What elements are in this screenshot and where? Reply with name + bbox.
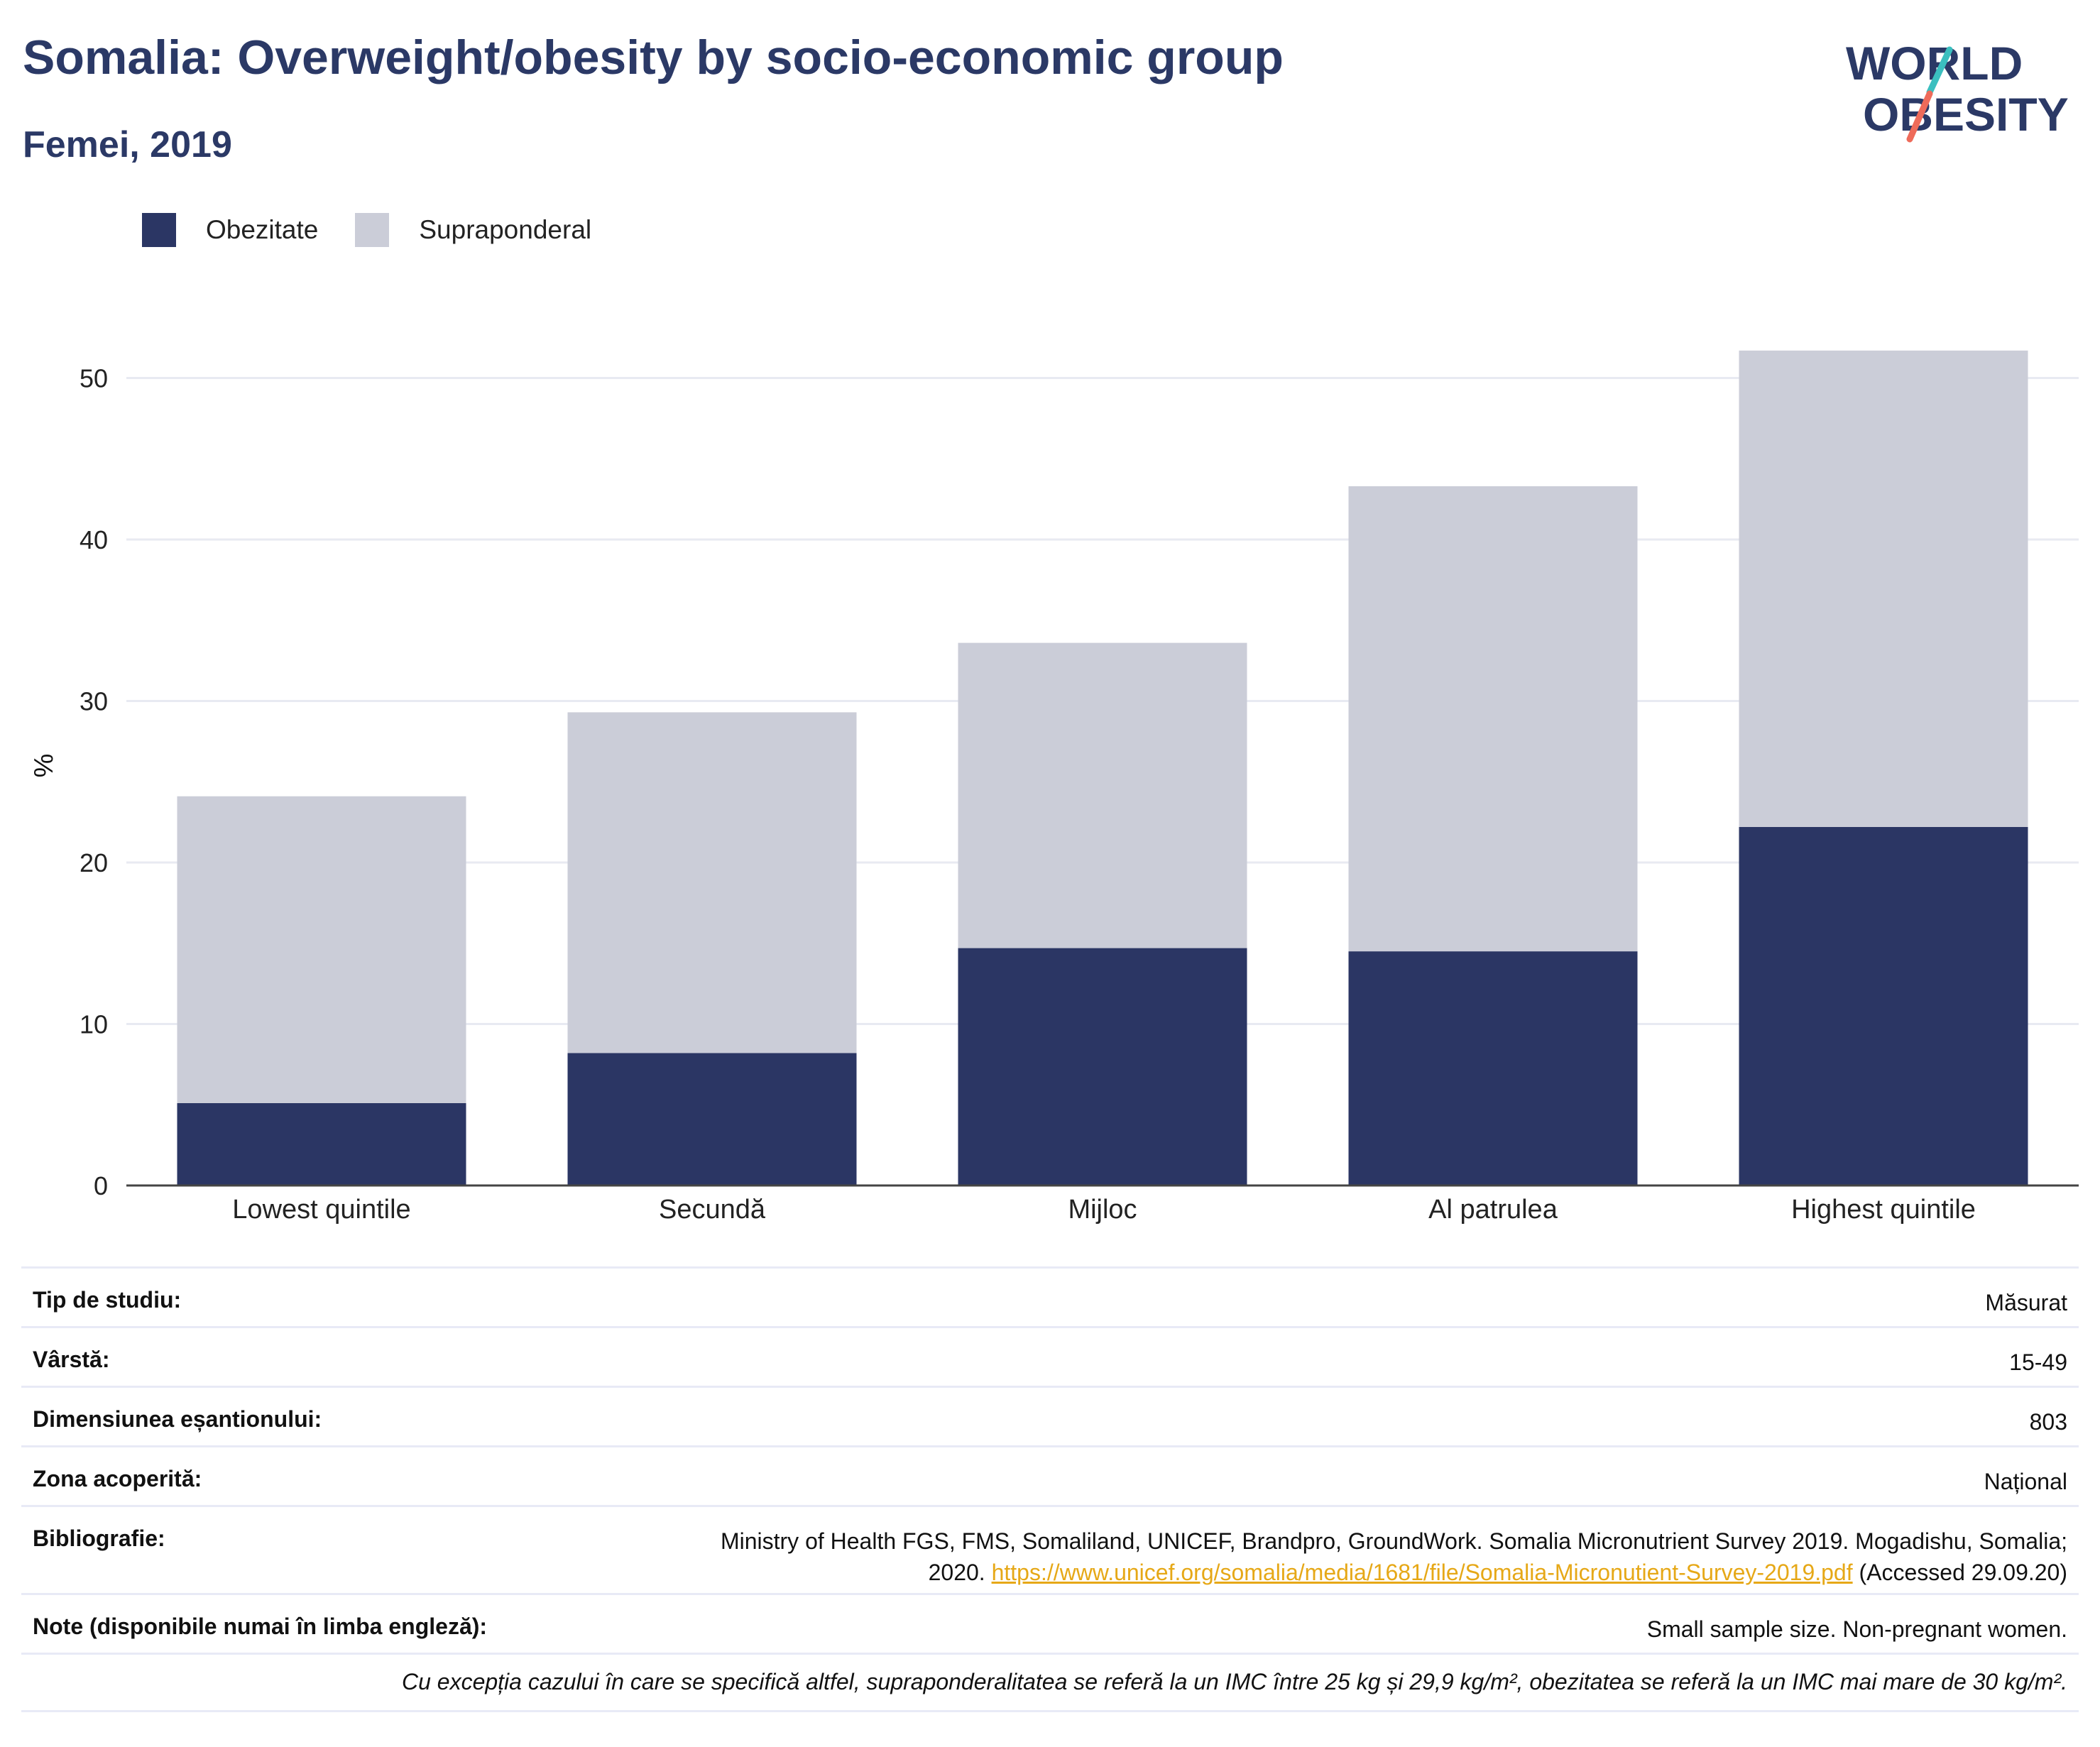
info-label-study-type: Tip de studiu: [33,1287,182,1313]
info-value-bibliography: Ministry of Health FGS, FMS, Somaliland,… [721,1526,2067,1588]
bar-obesity [1739,826,2028,1185]
info-label-area: Zona acoperită: [33,1466,202,1491]
x-tick-label: Lowest quintile [232,1195,410,1225]
info-label-age: Vârstă: [33,1347,110,1372]
bar-overweight [958,642,1247,948]
legend-item-obesity[interactable]: Obezitate [142,213,318,247]
bar-overweight [177,796,466,1103]
bibliography-text-line1: Ministry of Health FGS, FMS, Somaliland,… [720,1528,2067,1554]
logo-line2: OBESITY [1863,88,2069,141]
x-tick-label: Al patrulea [1428,1195,1558,1225]
bar-obesity [567,1053,857,1185]
info-label-bibliography: Bibliografie: [33,1526,165,1551]
info-row-bibliography: Bibliografie: Ministry of Health FGS, FM… [21,1505,2079,1593]
y-tick-label: 40 [80,525,108,554]
bibliography-text-line2-prefix: 2020. [928,1560,992,1585]
info-label-notes: Note (disponibile numai în limba engleză… [33,1614,488,1639]
info-row-age: Vârstă: 15-49 [21,1326,2079,1386]
info-value-age: 15-49 [2009,1349,2067,1375]
chart-title: Somalia: Overweight/obesity by socio-eco… [23,31,1284,84]
info-value-sample-size: 803 [2029,1409,2067,1435]
info-row-notes: Note (disponibile numai în limba engleză… [21,1593,2079,1653]
bibliography-link[interactable]: https://www.unicef.org/somalia/media/168… [991,1560,1853,1585]
info-row-sample-size: Dimensiunea eșantionului: 803 [21,1386,2079,1445]
legend-label-obesity: Obezitate [206,215,319,244]
y-tick-label: 20 [80,848,108,877]
bar-obesity [177,1102,466,1185]
info-value-area: Național [1984,1469,2067,1494]
y-tick-label: 50 [80,364,108,393]
info-value-study-type: Măsurat [1985,1290,2067,1315]
y-tick-label: 0 [94,1171,108,1200]
logo-slash-coral [1906,90,1933,143]
legend-item-overweight[interactable]: Supraponderal [355,213,591,247]
info-table: Tip de studiu: Măsurat Vârstă: 15-49 Dim… [21,1266,2079,1712]
legend-label-overweight: Supraponderal [419,215,592,244]
y-axis-label: % [29,754,59,778]
x-tick-label: Secundă [659,1195,766,1225]
footnote: Cu excepția cazului în care se specifică… [21,1653,2079,1712]
info-row-study-type: Tip de studiu: Măsurat [21,1266,2079,1326]
info-row-area: Zona acoperită: Național [21,1445,2079,1505]
y-tick-label: 10 [80,1010,108,1039]
chart-legend: Obezitate Supraponderal [142,210,628,250]
world-obesity-logo: WORLD OBESITY [1846,37,2069,143]
x-tick-label: Mijloc [1068,1195,1137,1225]
bar-overweight [1348,486,1638,952]
bibliography-text-line2-suffix: (Accessed 29.09.20) [1852,1560,2068,1585]
y-tick-label: 30 [80,687,108,716]
info-value-notes: Small sample size. Non-pregnant women. [1646,1616,2067,1642]
legend-swatch-overweight [355,213,390,247]
info-label-sample-size: Dimensiunea eșantionului: [33,1406,322,1432]
bar-obesity [958,948,1247,1185]
chart-subtitle: Femei, 2019 [23,124,232,165]
legend-swatch-obesity [142,213,176,247]
x-tick-label: Highest quintile [1791,1195,1976,1225]
bar-overweight [567,712,857,1053]
bar-overweight [1739,350,2028,827]
stacked-bar-chart: 0 10 20 30 40 50% Lowest quintile Secundă Mijloc… [29,350,2079,1225]
logo-slash-teal [1926,46,1953,96]
bar-obesity [1348,951,1638,1185]
